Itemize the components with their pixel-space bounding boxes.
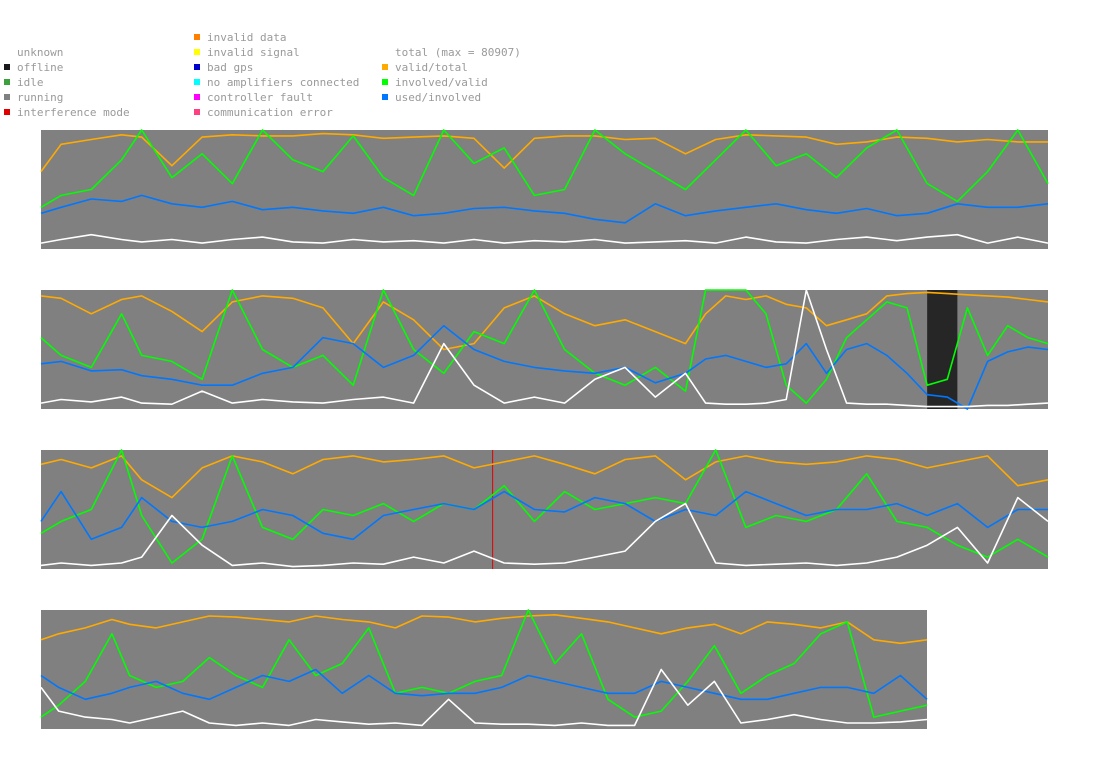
legend-swatch (4, 64, 10, 70)
legend-swatch (382, 94, 388, 100)
series-line-valid-total (40, 455, 1049, 499)
series-line-total (40, 289, 1049, 408)
state-span-offline (927, 290, 958, 409)
legend-swatch (4, 94, 10, 100)
legend-label: interference mode (17, 106, 130, 119)
series-line-valid-total (40, 132, 1048, 173)
series-line-involved-valid (40, 449, 1049, 564)
series-line-total (40, 233, 1049, 244)
panel-background (41, 130, 1048, 249)
panel-background (41, 610, 927, 729)
legend-label: unknown (17, 46, 64, 59)
series-line-used-involved (40, 668, 928, 701)
legend-swatch (4, 79, 10, 85)
legend-swatch (194, 64, 200, 70)
legend-swatch (194, 49, 200, 55)
state-span-interference-mode (492, 450, 494, 569)
series-line-involved-valid (40, 289, 1049, 404)
chart-panel (40, 129, 1049, 249)
series-line-valid-total (40, 291, 1049, 351)
legend-label: invalid signal (207, 46, 300, 59)
series-line-total (40, 668, 928, 727)
legend-swatch (194, 34, 200, 40)
legend-label: offline (17, 61, 64, 74)
legend-swatch (4, 109, 10, 115)
series-line-used-involved (40, 194, 1049, 224)
legend-swatch (194, 94, 200, 100)
chart-panel (40, 449, 1049, 569)
chart-panel (40, 609, 928, 729)
legend-swatch (194, 109, 200, 115)
legend-label: communication error (207, 106, 333, 119)
legend-label: total (max = 80907) (395, 46, 521, 59)
legend-label: valid/total (395, 61, 468, 74)
legend-label: no amplifiers connected (207, 76, 360, 89)
series-line-valid-total (40, 613, 928, 645)
legend-label: controller fault (207, 91, 313, 104)
legend-label: running (17, 91, 64, 104)
series-line-involved-valid (40, 129, 1049, 208)
series-line-total (40, 496, 1049, 568)
legend-label: used/involved (395, 91, 482, 104)
legend-swatch (382, 79, 388, 85)
legend-label: bad gps (207, 61, 254, 74)
panel-background (41, 290, 1048, 409)
legend-swatch (382, 64, 388, 70)
legend-label: invalid data (207, 31, 287, 44)
series-line-involved-valid (40, 609, 928, 718)
panel-background (41, 450, 1048, 569)
legend-label: idle (17, 76, 44, 89)
legend-label: involved/valid (395, 76, 488, 89)
legend-swatch (194, 79, 200, 85)
series-line-used-involved (40, 490, 1048, 541)
chart-panel (40, 289, 1049, 410)
